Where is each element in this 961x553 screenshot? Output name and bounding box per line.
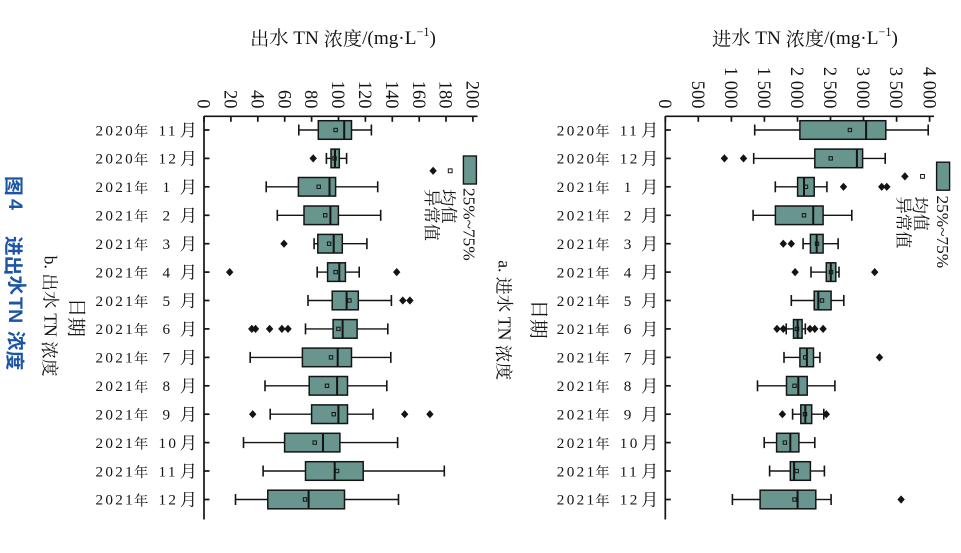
- svg-text:3: 3: [163, 236, 173, 253]
- svg-text:2021: 2021: [96, 264, 136, 281]
- svg-text:TN: TN: [41, 313, 61, 337]
- svg-text:160: 160: [408, 81, 428, 109]
- svg-text:20: 20: [220, 90, 240, 109]
- svg-text:12: 12: [620, 492, 640, 509]
- svg-text:1 000: 1 000: [720, 67, 740, 109]
- svg-text:180: 180: [435, 81, 455, 109]
- svg-text:2 500: 2 500: [819, 67, 839, 109]
- svg-text:2: 2: [624, 208, 634, 225]
- svg-text:b.: b.: [41, 256, 61, 269]
- svg-text:2: 2: [163, 208, 173, 225]
- svg-text:2020: 2020: [96, 122, 136, 139]
- svg-text:2021: 2021: [96, 321, 136, 338]
- svg-text:2021: 2021: [557, 378, 597, 395]
- svg-text:−1: −1: [879, 25, 892, 39]
- svg-text:80: 80: [300, 90, 320, 109]
- svg-text:2021: 2021: [557, 293, 597, 310]
- svg-text:4: 4: [624, 264, 634, 281]
- svg-text:100: 100: [327, 81, 347, 109]
- svg-text:2021: 2021: [557, 463, 597, 480]
- svg-text:a.: a.: [495, 260, 515, 272]
- svg-text:4: 4: [163, 264, 173, 281]
- svg-text:3 500: 3 500: [885, 67, 905, 109]
- svg-text:2021: 2021: [557, 208, 597, 225]
- svg-text:2021: 2021: [557, 350, 597, 367]
- svg-text:9: 9: [624, 407, 634, 424]
- svg-text:11: 11: [159, 122, 178, 139]
- svg-text:0: 0: [193, 99, 213, 108]
- svg-text:7: 7: [624, 350, 634, 367]
- svg-text:2020: 2020: [96, 151, 136, 168]
- svg-text:2021: 2021: [557, 236, 597, 253]
- svg-text:8: 8: [163, 378, 173, 395]
- svg-text:10: 10: [620, 435, 640, 452]
- svg-text:2021: 2021: [557, 407, 597, 424]
- svg-text:2021: 2021: [96, 179, 136, 196]
- svg-text:2020: 2020: [557, 151, 597, 168]
- svg-text:1 500: 1 500: [753, 67, 773, 109]
- svg-text:2021: 2021: [96, 435, 136, 452]
- svg-text:9: 9: [163, 407, 173, 424]
- svg-text:2021: 2021: [557, 179, 597, 196]
- svg-text:2021: 2021: [96, 492, 136, 509]
- svg-text:0: 0: [654, 99, 674, 108]
- svg-text:11: 11: [620, 463, 639, 480]
- svg-text:25%~75%: 25%~75%: [933, 196, 952, 269]
- svg-text:2021: 2021: [96, 350, 136, 367]
- svg-text:2021: 2021: [96, 236, 136, 253]
- svg-text:2021: 2021: [557, 264, 597, 281]
- svg-text:11: 11: [159, 463, 178, 480]
- svg-text:L: L: [867, 28, 879, 49]
- svg-text:TN: TN: [293, 28, 319, 49]
- svg-text:TN: TN: [755, 28, 781, 49]
- svg-text:6: 6: [624, 321, 634, 338]
- svg-text:4 000: 4 000: [918, 67, 938, 109]
- svg-text:5: 5: [163, 293, 173, 310]
- svg-text:5: 5: [624, 293, 634, 310]
- svg-text:12: 12: [620, 151, 640, 168]
- svg-text:140: 140: [381, 81, 401, 109]
- svg-text:2021: 2021: [557, 492, 597, 509]
- svg-text:/(mg: /(mg: [362, 28, 399, 49]
- svg-text:120: 120: [354, 81, 374, 109]
- svg-text:200: 200: [462, 81, 482, 109]
- svg-text:2021: 2021: [96, 463, 136, 480]
- svg-text:·: ·: [860, 28, 866, 49]
- svg-text:6: 6: [163, 321, 173, 338]
- svg-text:25%~75%: 25%~75%: [460, 188, 479, 261]
- svg-text:7: 7: [163, 350, 173, 367]
- svg-text:2020: 2020: [557, 122, 597, 139]
- svg-text:TN: TN: [4, 297, 26, 323]
- svg-text:−1: −1: [417, 25, 430, 39]
- svg-text:2021: 2021: [557, 435, 597, 452]
- svg-text:8: 8: [624, 378, 634, 395]
- svg-text:12: 12: [159, 151, 179, 168]
- svg-text:2021: 2021: [96, 208, 136, 225]
- svg-text:4: 4: [4, 199, 26, 210]
- svg-text:): ): [430, 28, 436, 49]
- svg-text:·: ·: [398, 28, 404, 49]
- svg-text:/(mg: /(mg: [824, 28, 861, 49]
- svg-text:2021: 2021: [557, 321, 597, 338]
- svg-text:500: 500: [687, 81, 707, 109]
- svg-text:TN: TN: [495, 317, 515, 341]
- svg-text:2021: 2021: [96, 407, 136, 424]
- svg-text:1: 1: [163, 179, 173, 196]
- svg-text:2 000: 2 000: [786, 67, 806, 109]
- svg-text:10: 10: [159, 435, 179, 452]
- svg-text:12: 12: [159, 492, 179, 509]
- svg-text:40: 40: [246, 90, 266, 109]
- svg-text:3: 3: [624, 236, 634, 253]
- svg-text:60: 60: [273, 90, 293, 109]
- svg-text:2021: 2021: [96, 378, 136, 395]
- svg-text:L: L: [405, 28, 417, 49]
- svg-text:3 000: 3 000: [852, 67, 872, 109]
- svg-text:1: 1: [624, 179, 634, 196]
- svg-text:2021: 2021: [96, 293, 136, 310]
- svg-text:): ): [892, 28, 898, 49]
- svg-text:11: 11: [620, 122, 639, 139]
